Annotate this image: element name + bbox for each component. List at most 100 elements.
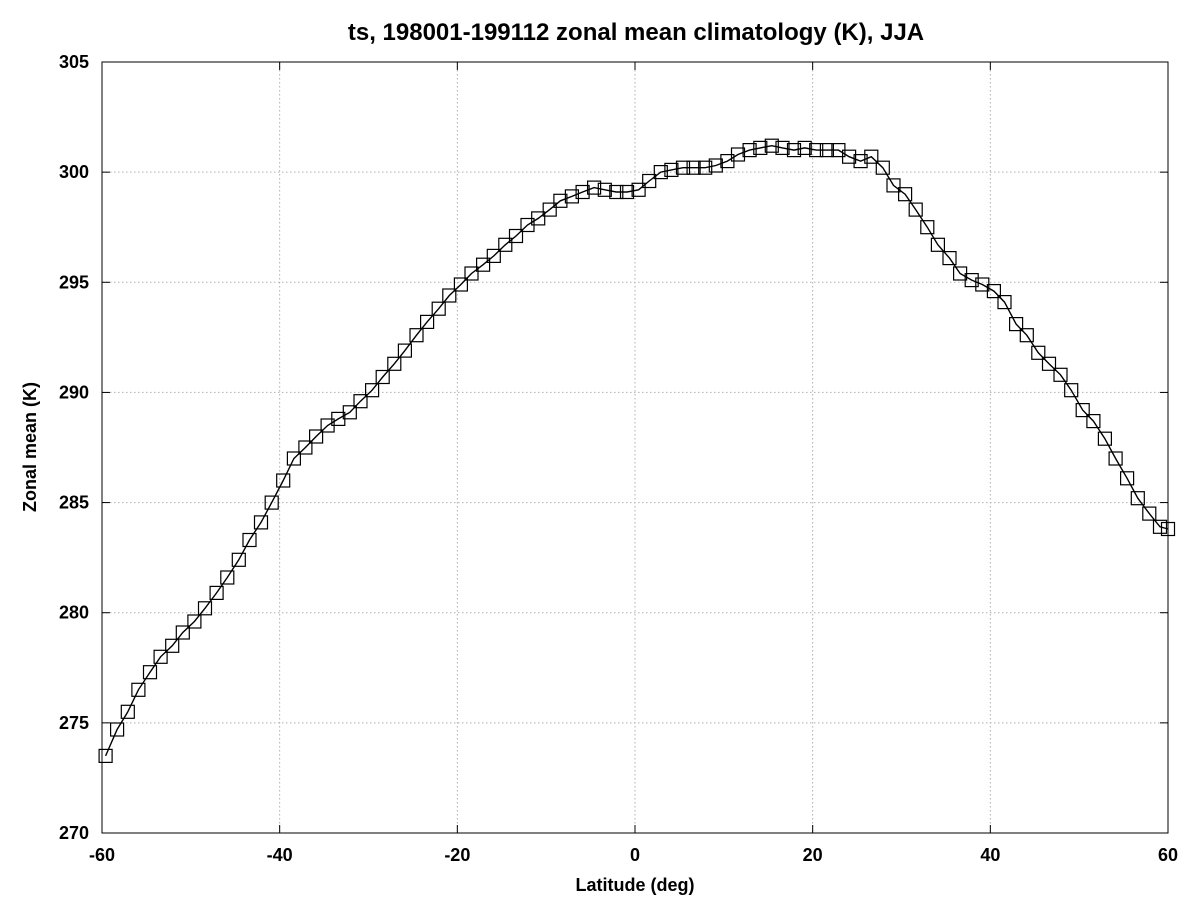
data-point-marker bbox=[197, 601, 213, 616]
data-point-marker bbox=[786, 143, 802, 158]
data-point-marker bbox=[409, 328, 424, 343]
data-point-marker bbox=[619, 184, 635, 200]
data-point-marker bbox=[1019, 328, 1034, 343]
data-point-marker bbox=[920, 220, 935, 235]
data-point-marker bbox=[365, 383, 380, 398]
y-tick-label: 305 bbox=[59, 52, 89, 72]
data-point-marker bbox=[742, 143, 757, 158]
data-point-marker bbox=[420, 314, 435, 329]
data-point-marker bbox=[98, 748, 113, 764]
data-point-marker bbox=[353, 394, 368, 409]
data-point-marker bbox=[453, 277, 468, 292]
data-point-marker bbox=[486, 248, 501, 263]
data-point-marker bbox=[642, 173, 657, 189]
y-tick-label: 290 bbox=[59, 382, 89, 402]
x-tick-label: -40 bbox=[267, 845, 293, 865]
data-point-marker bbox=[997, 295, 1012, 310]
data-point-marker bbox=[231, 552, 246, 567]
y-tick-label: 280 bbox=[59, 603, 89, 623]
data-point-marker bbox=[886, 178, 901, 193]
data-point-marker bbox=[120, 704, 135, 719]
data-point-marker bbox=[853, 154, 868, 169]
data-point-marker bbox=[187, 614, 202, 629]
x-tick-label: -60 bbox=[89, 845, 115, 865]
chart-title: ts, 198001-199112 zonal mean climatology… bbox=[348, 19, 924, 46]
data-point-marker bbox=[609, 184, 624, 200]
x-tick-label: 40 bbox=[980, 845, 1000, 865]
data-point-marker bbox=[708, 158, 723, 173]
data-point-marker bbox=[653, 165, 668, 180]
data-point-marker bbox=[298, 440, 313, 455]
data-point-marker bbox=[242, 532, 257, 548]
data-point-marker bbox=[553, 193, 568, 208]
data-point-marker bbox=[841, 149, 857, 164]
data-point-marker bbox=[686, 160, 701, 175]
data-point-marker bbox=[209, 585, 224, 601]
data-point-marker bbox=[508, 228, 524, 244]
data-point-marker bbox=[586, 180, 602, 195]
data-point-marker bbox=[1142, 506, 1157, 521]
data-point-marker bbox=[498, 237, 513, 252]
data-point-marker bbox=[664, 162, 679, 177]
y-axis-label: Zonal mean (K) bbox=[20, 382, 40, 512]
data-point-marker bbox=[476, 257, 491, 272]
data-point-marker bbox=[375, 369, 390, 385]
data-point-marker bbox=[809, 143, 824, 158]
data-point-marker bbox=[819, 143, 835, 158]
data-point-marker bbox=[1031, 345, 1046, 360]
x-tick-label: 0 bbox=[630, 845, 640, 865]
data-point-marker bbox=[964, 273, 979, 288]
data-point-marker bbox=[542, 202, 557, 217]
series bbox=[98, 138, 1176, 764]
data-point-marker bbox=[1053, 367, 1068, 382]
data-point-marker bbox=[131, 682, 146, 697]
data-point-marker bbox=[153, 649, 168, 664]
data-point-marker bbox=[1160, 521, 1176, 537]
data-point-marker bbox=[253, 515, 269, 530]
data-point-marker bbox=[1086, 414, 1101, 429]
data-point-marker bbox=[1075, 403, 1090, 418]
data-point-marker bbox=[276, 473, 291, 488]
data-point-marker bbox=[1152, 519, 1168, 534]
data-point-marker bbox=[908, 202, 923, 217]
y-tick-label: 270 bbox=[59, 823, 89, 843]
data-point-marker bbox=[442, 288, 457, 303]
data-point-marker bbox=[753, 140, 768, 155]
data-point-marker bbox=[764, 138, 779, 153]
y-tick-label: 295 bbox=[59, 272, 89, 292]
data-point-marker bbox=[531, 211, 546, 226]
data-point-marker bbox=[575, 184, 590, 200]
data-point-marker bbox=[930, 237, 946, 252]
data-point-marker bbox=[1119, 471, 1135, 486]
data-point-marker bbox=[1064, 383, 1079, 398]
data-point-marker bbox=[342, 405, 357, 420]
data-point-marker bbox=[986, 284, 1002, 299]
data-point-marker bbox=[875, 160, 890, 175]
data-point-marker bbox=[775, 140, 790, 155]
data-point-marker bbox=[675, 160, 691, 175]
y-tick-label: 285 bbox=[59, 493, 89, 513]
data-point-marker bbox=[698, 160, 713, 175]
data-point-marker bbox=[1097, 431, 1113, 446]
y-tick-label: 300 bbox=[59, 162, 89, 182]
x-tick-label: 60 bbox=[1158, 845, 1178, 865]
data-point-marker bbox=[1130, 491, 1145, 506]
data-point-marker bbox=[175, 625, 190, 640]
data-point-marker bbox=[942, 251, 957, 266]
data-point-marker bbox=[597, 182, 612, 197]
data-point-marker bbox=[730, 147, 746, 162]
data-point-marker bbox=[109, 722, 125, 737]
data-point-marker bbox=[264, 495, 279, 510]
x-axis-label: Latitude (deg) bbox=[576, 875, 695, 895]
x-tick-label: -20 bbox=[444, 845, 470, 865]
data-point-marker bbox=[387, 356, 402, 371]
data-point-marker bbox=[1008, 317, 1024, 332]
data-point-marker bbox=[1041, 356, 1057, 371]
data-point-marker bbox=[431, 301, 446, 316]
y-tick-label: 275 bbox=[59, 713, 89, 733]
data-point-marker bbox=[897, 187, 913, 202]
data-point-marker bbox=[464, 266, 479, 281]
data-point-marker bbox=[564, 189, 580, 204]
data-point-marker bbox=[309, 429, 324, 444]
